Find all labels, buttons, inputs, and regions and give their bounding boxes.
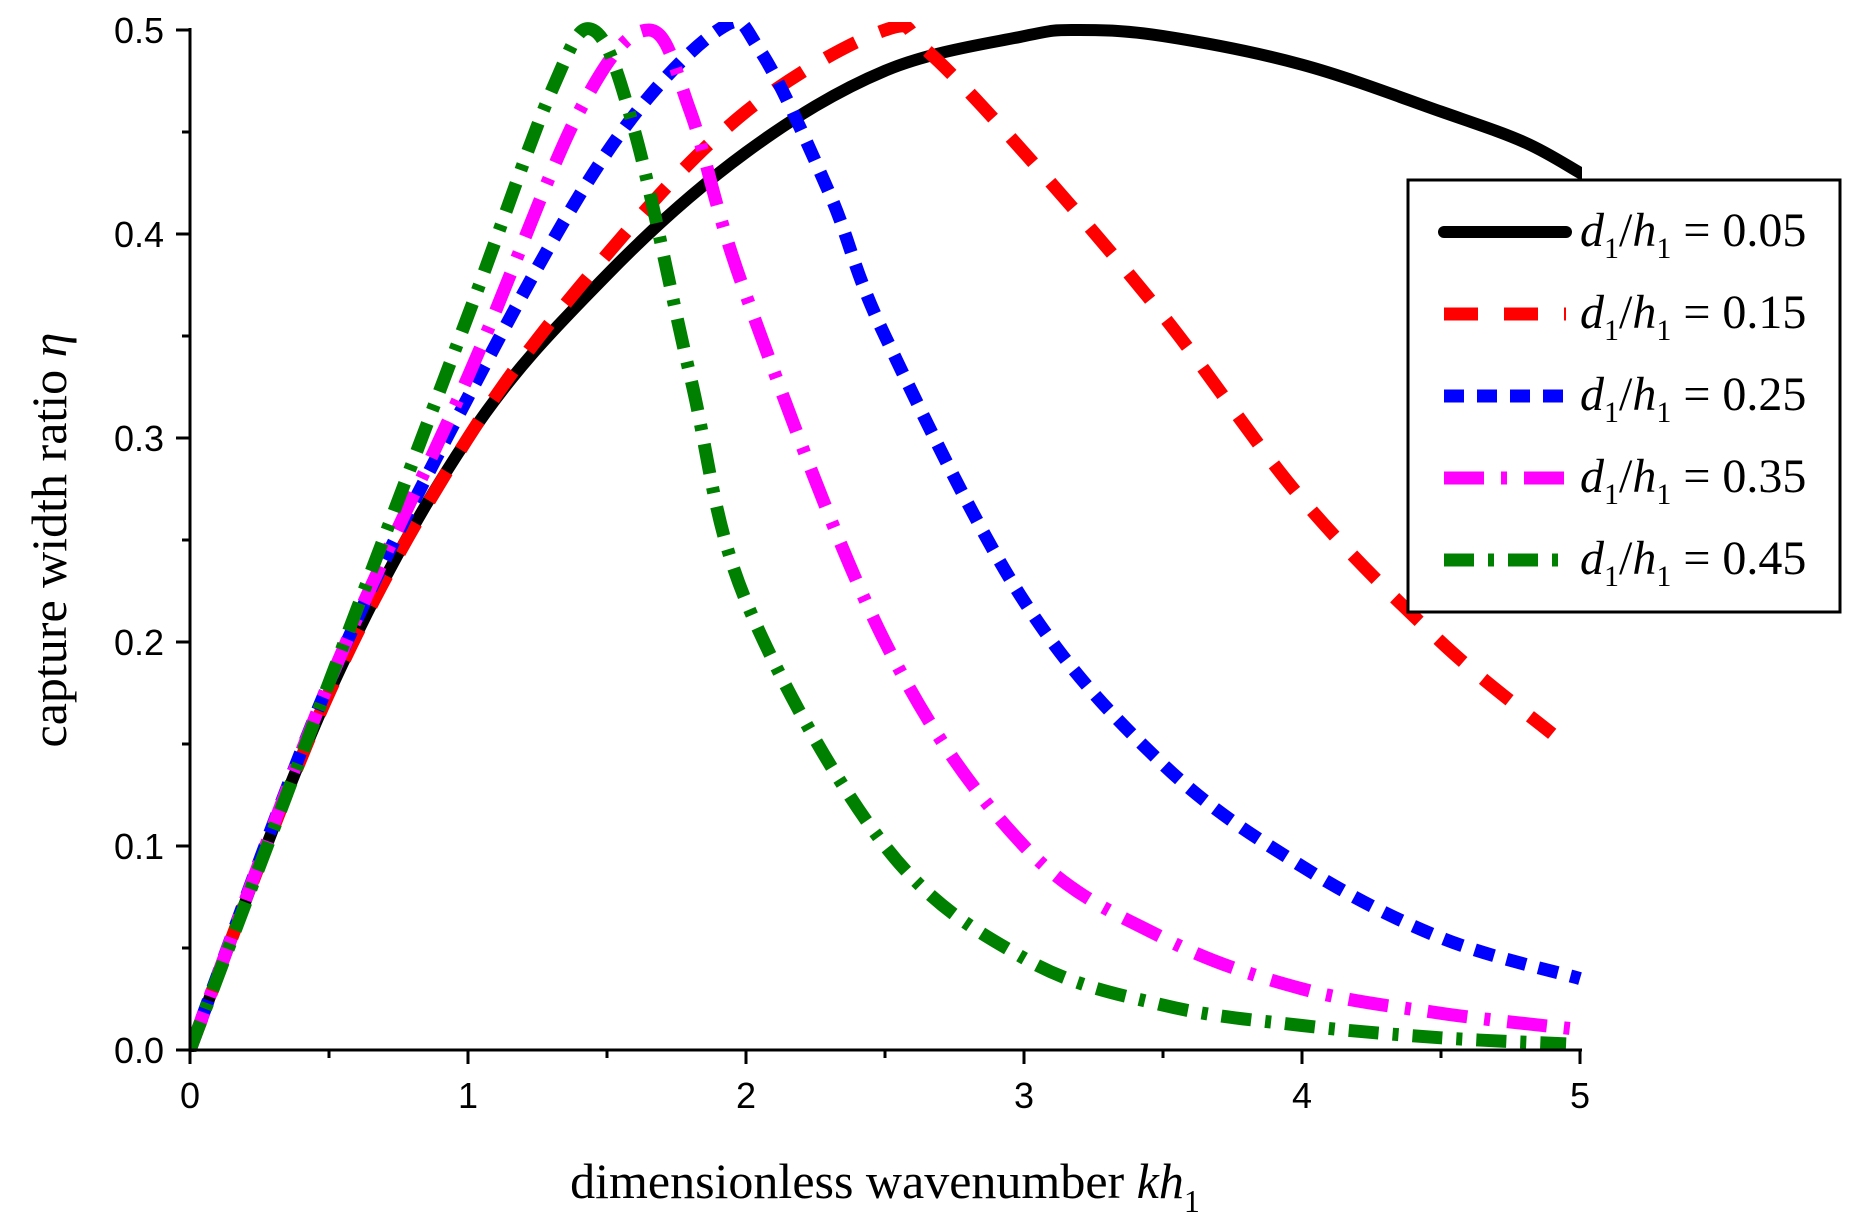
series-line-4	[190, 23, 1581, 1052]
legend-var-d: d	[1580, 204, 1605, 257]
legend-sub-d: 1	[1604, 232, 1619, 265]
x-axis-title-sub: 1	[1184, 1183, 1200, 1219]
x-axis-title-var: kh	[1137, 1153, 1184, 1209]
legend-var-h: h	[1632, 368, 1656, 421]
x-tick-label: 5	[1570, 1075, 1590, 1116]
axes: 0 1 2 3 4 5 0.0 0.1 0.2 0.3 0.4 0.5 dimensionless wa…	[21, 10, 1590, 1219]
legend-sub-d: 1	[1604, 560, 1619, 593]
legend-value: = 0.25	[1671, 368, 1806, 421]
legend-sub-h: 1	[1656, 314, 1671, 347]
legend-slash: /	[1619, 286, 1633, 339]
legend-sub-h: 1	[1656, 478, 1671, 511]
series-line-1	[190, 23, 1582, 1052]
legend-var-d: d	[1580, 286, 1605, 339]
series-line-5	[190, 22, 1567, 1052]
y-axis-title: capture width ratio η	[21, 333, 77, 748]
series-line-2	[190, 22, 1557, 1052]
legend-var-d: d	[1580, 450, 1605, 503]
legend-slash: /	[1619, 450, 1633, 503]
x-axis-title: dimensionless wavenumber kh1	[570, 1153, 1200, 1219]
legend-label-2: d1/h1 = 0.15	[1580, 286, 1806, 347]
legend-sub-d: 1	[1604, 396, 1619, 429]
legend-value: = 0.35	[1671, 450, 1806, 503]
legend-sub-d: 1	[1604, 314, 1619, 347]
x-tick-label: 3	[1014, 1075, 1034, 1116]
legend-var-h: h	[1632, 450, 1656, 503]
series-line-3	[190, 22, 1582, 1052]
y-tick-label: 0.0	[114, 1030, 164, 1071]
y-tick-label: 0.2	[114, 622, 164, 663]
legend-sub-h: 1	[1656, 232, 1671, 265]
legend-value: = 0.45	[1671, 532, 1806, 585]
legend-label-1: d1/h1 = 0.05	[1580, 204, 1806, 265]
x-tick-label: 2	[736, 1075, 756, 1116]
legend-var-h: h	[1632, 286, 1656, 339]
legend-sub-d: 1	[1604, 478, 1619, 511]
x-tick-label: 4	[1292, 1075, 1312, 1116]
legend-var-h: h	[1632, 532, 1656, 585]
legend-var-h: h	[1632, 204, 1656, 257]
legend-value: = 0.15	[1671, 286, 1806, 339]
legend-label-3: d1/h1 = 0.25	[1580, 368, 1806, 429]
x-axis-title-text: dimensionless wavenumber	[570, 1153, 1137, 1209]
y-tick-label: 0.5	[114, 10, 164, 51]
legend-slash: /	[1619, 204, 1633, 257]
y-tick-label: 0.1	[114, 826, 164, 867]
y-axis-title-text: capture width ratio	[21, 357, 77, 747]
y-tick-label: 0.3	[114, 418, 164, 459]
legend-slash: /	[1619, 368, 1633, 421]
series-layer	[190, 22, 1582, 1052]
legend-value: = 0.05	[1671, 204, 1806, 257]
x-tick-label: 1	[458, 1075, 478, 1116]
y-tick-label: 0.4	[114, 214, 164, 255]
legend-sub-h: 1	[1656, 560, 1671, 593]
legend-var-d: d	[1580, 368, 1605, 421]
legend-slash: /	[1619, 532, 1633, 585]
y-axis-title-var: η	[21, 333, 77, 358]
legend-var-d: d	[1580, 532, 1605, 585]
legend-label-5: d1/h1 = 0.45	[1580, 532, 1806, 593]
x-tick-label: 0	[180, 1075, 200, 1116]
legend-label-4: d1/h1 = 0.35	[1580, 450, 1806, 511]
legend-sub-h: 1	[1656, 396, 1671, 429]
